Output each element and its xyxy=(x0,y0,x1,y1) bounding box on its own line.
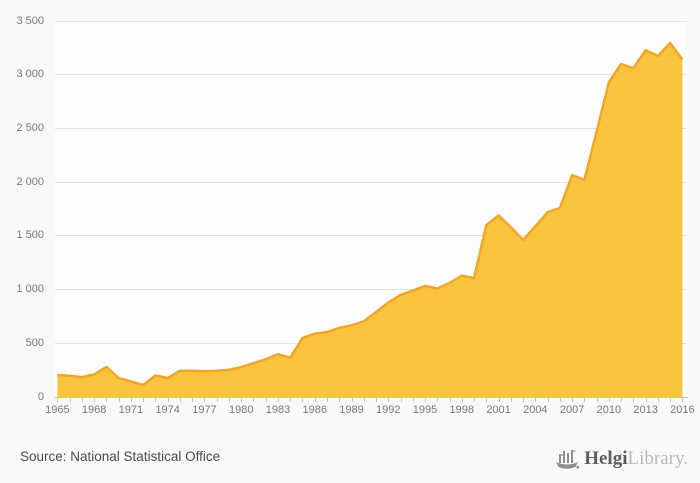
x-axis-tick xyxy=(412,398,414,402)
x-axis-tick xyxy=(327,398,328,402)
x-axis-tick xyxy=(143,398,145,402)
series-line xyxy=(57,41,684,387)
x-axis-tick xyxy=(682,398,684,402)
x-axis-tick-label: 1980 xyxy=(228,404,254,416)
source-label: Source: National Statistical Office xyxy=(20,449,221,464)
brand-logo: HelgiLibrary. xyxy=(554,443,688,475)
x-axis-tick xyxy=(167,398,169,402)
plot-area xyxy=(55,20,687,397)
x-axis-tick xyxy=(498,398,500,402)
y-axis-tick-label: 3 500 xyxy=(16,14,44,27)
x-axis-tick-label: 1989 xyxy=(339,404,364,416)
gridline xyxy=(55,289,687,291)
x-axis-tick-label: 1995 xyxy=(412,404,438,416)
x-axis-tick xyxy=(535,398,537,402)
y-axis-tick-label: 500 xyxy=(25,336,44,349)
x-axis-tick xyxy=(290,398,292,402)
y-axis-tick-label: 2 000 xyxy=(16,175,44,188)
x-axis-tick xyxy=(388,398,390,402)
x-axis-tick xyxy=(621,398,623,402)
x-axis-tick xyxy=(547,398,549,402)
x-axis-tick-label: 1968 xyxy=(81,404,107,416)
x-axis-tick xyxy=(81,398,83,402)
x-axis-tick xyxy=(670,398,672,402)
x-axis-tick-label: 1983 xyxy=(265,404,291,416)
x-axis-tick xyxy=(523,398,525,402)
gridline xyxy=(55,74,687,76)
brand-name-light: Library. xyxy=(627,448,689,469)
x-axis-tick xyxy=(228,398,230,402)
x-axis-tick xyxy=(204,398,206,402)
y-axis-tick-label: 1 000 xyxy=(16,283,44,296)
x-axis-tick-label: 1974 xyxy=(155,404,180,416)
x-axis-tick xyxy=(351,398,353,402)
x-axis-tick xyxy=(645,398,647,402)
area-chart: 0 500 1 000 1 500 2 000 2 500 3 000 3 500 1965 1… xyxy=(16,14,695,416)
x-axis-tick-label: 1965 xyxy=(45,404,70,416)
gridline xyxy=(55,235,687,237)
x-axis-tick xyxy=(400,398,402,402)
x-axis-tick xyxy=(253,398,255,402)
x-axis-tick xyxy=(69,398,71,402)
x-axis-tick-label: 1977 xyxy=(192,404,217,416)
x-axis-tick xyxy=(461,398,463,402)
x-axis-tick xyxy=(241,398,243,402)
brand-text: HelgiLibrary. xyxy=(584,448,688,470)
x-axis-tick-label: 2004 xyxy=(523,404,548,416)
x-axis-tick xyxy=(449,398,451,402)
x-axis-tick xyxy=(474,398,476,402)
x-axis-tick-label: 2001 xyxy=(486,404,511,416)
brand-name-bold: Helgi xyxy=(584,448,628,469)
x-axis-tick xyxy=(314,398,316,402)
x-axis-tick xyxy=(596,398,598,402)
x-axis-tick xyxy=(363,398,365,402)
x-axis-tick-label: 1986 xyxy=(302,404,327,416)
area-series xyxy=(57,41,684,397)
x-axis-tick xyxy=(130,398,132,402)
gridline xyxy=(55,181,687,183)
x-axis-tick xyxy=(179,398,181,402)
x-axis-tick xyxy=(608,398,610,402)
chart-footer: Source: National Statistical Office Helg… xyxy=(0,435,700,483)
y-axis-tick-label: 3 000 xyxy=(16,68,44,81)
x-axis-tick xyxy=(216,398,218,402)
x-axis-tick xyxy=(376,398,378,402)
y-axis-tick-label: 2 500 xyxy=(16,121,44,134)
x-axis-tick xyxy=(302,398,304,402)
x-axis-tick xyxy=(486,398,488,402)
x-axis-tick xyxy=(277,398,279,402)
x-axis-tick xyxy=(106,398,108,402)
helgi-ship-icon xyxy=(556,450,580,469)
x-axis-tick-label: 2010 xyxy=(596,404,622,416)
x-axis-tick-label: 2016 xyxy=(670,404,695,416)
x-axis-tick xyxy=(657,398,659,402)
x-axis-tick xyxy=(192,398,194,402)
x-axis-tick-label: 2007 xyxy=(559,404,585,416)
x-axis-tick xyxy=(265,398,267,402)
x-axis-tick xyxy=(118,398,120,402)
gridline xyxy=(55,127,687,129)
x-axis-tick xyxy=(339,398,341,402)
y-axis-tick-label: 0 xyxy=(37,390,44,403)
x-axis-line xyxy=(55,397,688,398)
x-axis-tick xyxy=(633,398,635,402)
x-axis-tick xyxy=(559,398,561,402)
gridline xyxy=(55,20,687,22)
x-axis-tick xyxy=(425,398,427,402)
x-axis-tick-label: 1992 xyxy=(376,404,401,416)
x-axis-tick xyxy=(510,398,512,402)
x-axis-tick xyxy=(572,398,574,402)
x-axis-tick xyxy=(437,398,439,402)
x-axis-tick xyxy=(155,398,157,402)
x-axis-tick xyxy=(57,398,59,402)
x-axis-tick-label: 2013 xyxy=(633,404,658,416)
x-axis-tick xyxy=(94,398,96,402)
x-axis-tick-label: 1998 xyxy=(449,404,475,416)
y-axis-tick-label: 1 500 xyxy=(16,229,44,242)
x-axis-tick xyxy=(584,398,586,402)
x-axis-tick-label: 1971 xyxy=(118,404,144,416)
series-fill xyxy=(57,43,683,397)
